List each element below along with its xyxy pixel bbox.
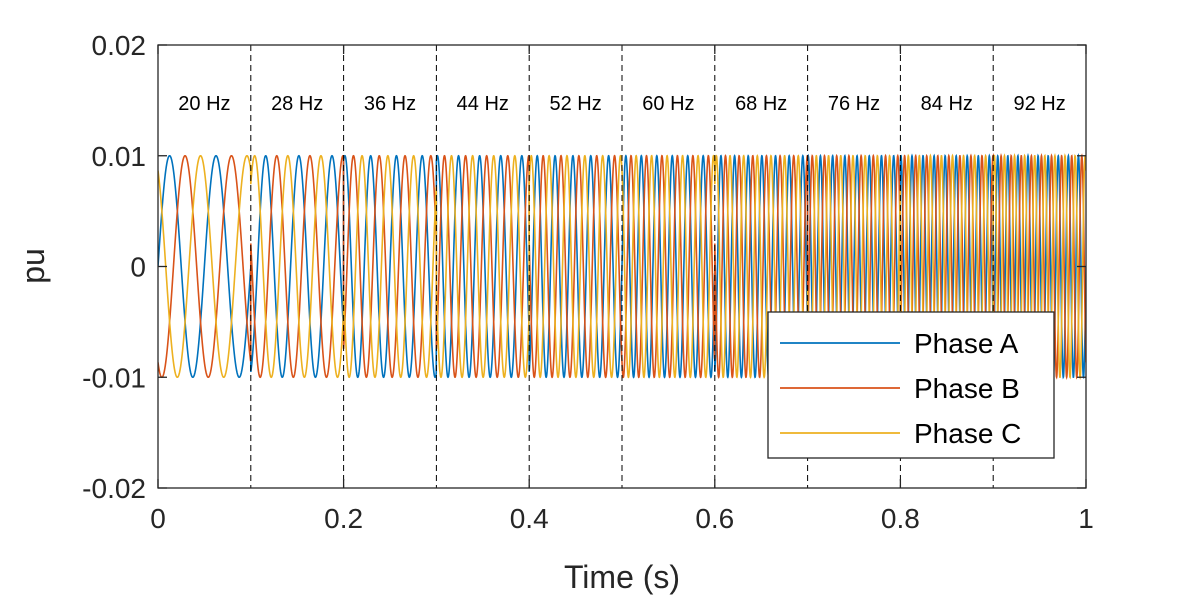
frequency-label: 36 Hz <box>364 93 416 115</box>
y-axis-title: pu <box>15 248 51 284</box>
frequency-label-layer: 20 Hz 28 Hz 36 Hz 44 Hz 52 Hz 60 Hz 68 Hz 76 Hz… <box>178 93 1065 115</box>
x-tick-label: 1 <box>1078 503 1094 534</box>
frequency-label: 84 Hz <box>921 93 973 115</box>
frequency-label: 28 Hz <box>271 93 323 115</box>
y-axis: 0.02 0.01 0 -0.01 -0.02 <box>82 30 1086 504</box>
frequency-label: 52 Hz <box>549 93 601 115</box>
legend-label-phase-b: Phase B <box>914 373 1020 404</box>
segment-divider-layer <box>250 45 994 488</box>
x-axis: 0 0.2 0.4 0.6 0.8 1 <box>150 45 1094 534</box>
frequency-label: 44 Hz <box>457 93 509 115</box>
x-tick-label: 0 <box>150 503 166 534</box>
legend-label-phase-c: Phase C <box>914 418 1021 449</box>
x-tick-label: 0.6 <box>695 503 734 534</box>
x-axis-title: Time (s) <box>564 559 680 595</box>
legend-label-phase-a: Phase A <box>914 328 1019 359</box>
frequency-label: 76 Hz <box>828 93 880 115</box>
frequency-label: 60 Hz <box>642 93 694 115</box>
x-tick-label: 0.4 <box>510 503 549 534</box>
frequency-label: 68 Hz <box>735 93 787 115</box>
y-tick-label: 0 <box>130 252 146 283</box>
y-tick-label: 0.02 <box>92 30 147 61</box>
y-tick-label: -0.01 <box>82 362 146 393</box>
y-tick-label: 0.01 <box>92 141 147 172</box>
legend: Phase A Phase B Phase C <box>767 311 1055 459</box>
frequency-label: 92 Hz <box>1013 93 1065 115</box>
y-tick-label: -0.02 <box>82 473 146 504</box>
x-tick-label: 0.8 <box>881 503 920 534</box>
frequency-label: 20 Hz <box>178 93 230 115</box>
x-tick-label: 0.2 <box>324 503 363 534</box>
